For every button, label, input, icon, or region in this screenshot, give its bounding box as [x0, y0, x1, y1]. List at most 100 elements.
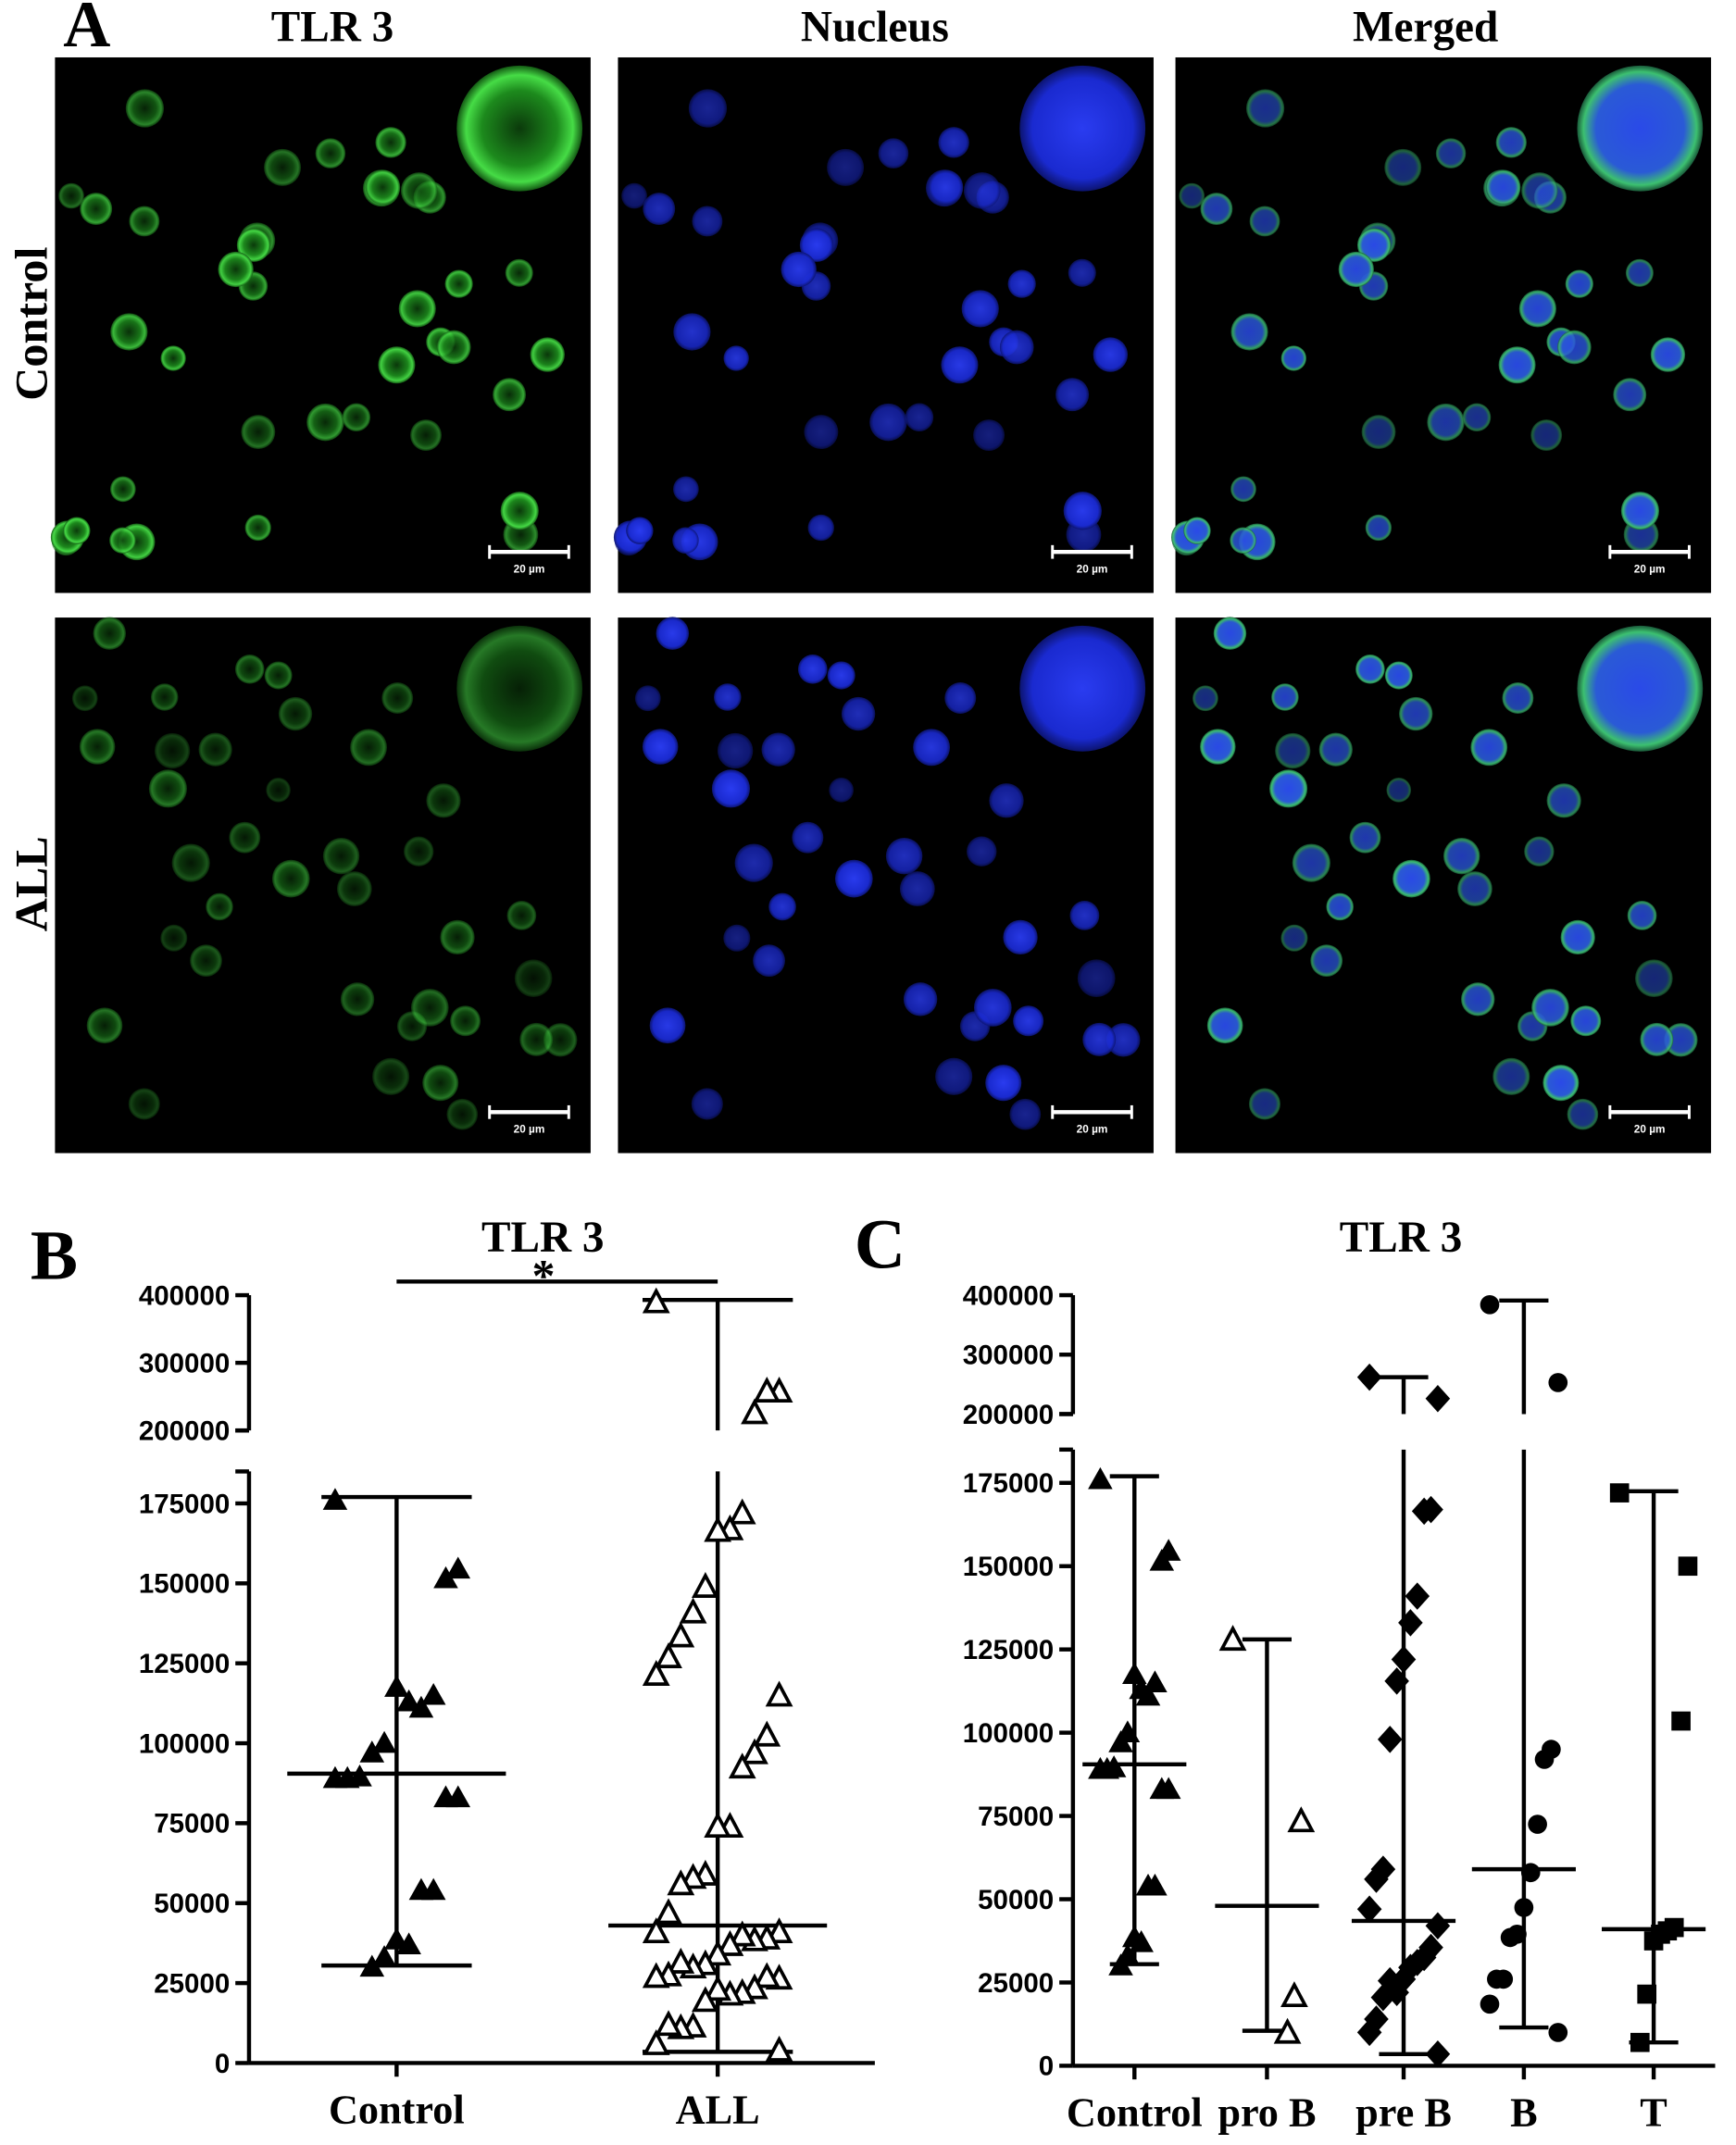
- point: [1129, 1677, 1154, 1700]
- cell: [869, 403, 907, 442]
- scale-bar-label: 20 µm: [514, 562, 545, 575]
- scale-bar-label: 20 µm: [514, 1122, 545, 1135]
- cell: [264, 148, 302, 186]
- cell: [985, 1065, 1022, 1102]
- cell: [1275, 732, 1311, 769]
- point: [1609, 1483, 1630, 1503]
- row-label: Control: [6, 247, 57, 401]
- point: [1637, 1984, 1657, 2004]
- point: [1384, 1667, 1409, 1695]
- inset-cell: [1577, 625, 1704, 752]
- point: [384, 1675, 409, 1697]
- cell: [505, 258, 533, 287]
- cell: [944, 682, 977, 714]
- y-tick-label: 300000: [139, 1348, 230, 1378]
- cell: [941, 346, 979, 384]
- point: [1108, 1953, 1133, 1976]
- cell: [1013, 1005, 1044, 1037]
- cell: [530, 337, 565, 372]
- point: [1280, 1981, 1308, 2008]
- cell: [1356, 228, 1392, 262]
- cell: [271, 859, 310, 898]
- cell: [71, 685, 98, 712]
- cell: [643, 193, 676, 225]
- cell: [1193, 685, 1218, 712]
- cell: [398, 290, 436, 328]
- cell: [1650, 337, 1686, 372]
- cell: [422, 1065, 459, 1102]
- cell: [711, 769, 751, 808]
- cell: [1007, 269, 1036, 298]
- cell: [634, 685, 661, 712]
- cell: [514, 959, 553, 998]
- point: [1425, 1912, 1451, 1940]
- cell: [1384, 148, 1422, 186]
- cell: [656, 617, 690, 650]
- cell: [1310, 944, 1343, 978]
- point: [679, 1863, 707, 1889]
- cell: [1318, 732, 1353, 767]
- point: [1391, 1645, 1417, 1674]
- cell: [340, 982, 375, 1016]
- point: [753, 1720, 781, 1747]
- cell: [621, 182, 647, 209]
- cell: [1627, 901, 1657, 930]
- cell: [148, 769, 187, 808]
- cell: [827, 148, 865, 186]
- cell: [834, 859, 873, 898]
- cell: [1565, 269, 1593, 298]
- cell: [1393, 859, 1430, 898]
- cell: [160, 924, 188, 952]
- cell: [1077, 959, 1116, 998]
- cell: [1485, 169, 1521, 205]
- cell: [381, 682, 414, 714]
- panel-label: C: [855, 1205, 905, 1284]
- point: [642, 1287, 670, 1314]
- point: [1405, 1582, 1430, 1610]
- cell: [315, 138, 346, 168]
- y-tick-label: 125000: [963, 1635, 1054, 1665]
- cell: [1462, 403, 1492, 432]
- point: [359, 1740, 385, 1763]
- cell: [440, 919, 475, 955]
- y-tick-label: 400000: [963, 1280, 1054, 1311]
- cell: [1542, 1065, 1580, 1102]
- cell: [1560, 919, 1595, 955]
- cell: [903, 982, 938, 1016]
- point: [1425, 2040, 1451, 2068]
- cell: [723, 345, 749, 371]
- y-tick-label: 100000: [963, 1718, 1054, 1749]
- cell: [79, 729, 116, 765]
- point: [1425, 1384, 1451, 1413]
- point: [642, 1962, 670, 1989]
- chart-title: TLR 3: [1340, 1214, 1463, 1262]
- point: [1514, 1898, 1534, 1917]
- cell: [961, 290, 999, 328]
- cell: [717, 732, 754, 769]
- cell: [266, 778, 291, 803]
- cell: [365, 169, 401, 205]
- cell: [1230, 527, 1256, 555]
- point: [1548, 2023, 1568, 2042]
- point: [1630, 2032, 1650, 2052]
- cell: [1009, 1098, 1042, 1130]
- cell: [1106, 1023, 1141, 1057]
- cell: [734, 843, 773, 882]
- x-tick-label: Control: [1067, 2089, 1203, 2135]
- cell: [1625, 258, 1654, 287]
- point: [655, 1898, 682, 1925]
- scale-bar-label: 20 µm: [1077, 1122, 1108, 1135]
- cell: [1634, 959, 1673, 998]
- cell: [723, 924, 751, 952]
- cell: [626, 517, 654, 544]
- point: [753, 1962, 781, 1989]
- cell: [190, 944, 222, 978]
- cell: [372, 1057, 410, 1095]
- cell: [1384, 661, 1413, 690]
- point: [1149, 1777, 1175, 1800]
- cell: [80, 193, 113, 225]
- cell: [436, 330, 471, 365]
- x-tick-label: pre B: [1355, 2089, 1452, 2135]
- point: [1377, 1726, 1403, 1753]
- panel-label: A: [63, 0, 110, 61]
